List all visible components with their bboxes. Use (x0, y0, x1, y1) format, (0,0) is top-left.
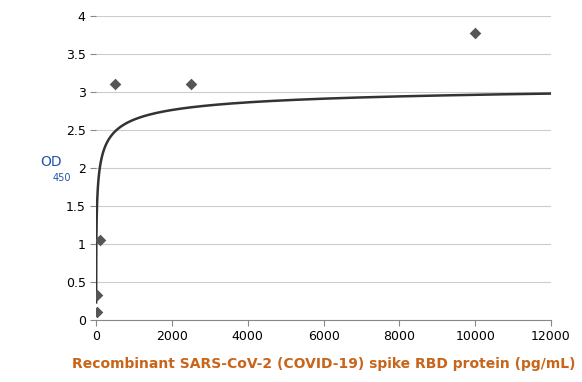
X-axis label: Recombinant SARS-CoV-2 (COVID-19) spike RBD protein (pg/mL): Recombinant SARS-CoV-2 (COVID-19) spike … (72, 357, 576, 371)
Text: 450: 450 (53, 173, 71, 183)
Point (92, 309, 101, 315)
Point (186, 81, 196, 87)
Point (111, 81, 120, 87)
Point (95, 237, 105, 243)
Text: OD: OD (40, 155, 62, 169)
Point (470, 30, 480, 36)
Point (93, 291, 102, 298)
